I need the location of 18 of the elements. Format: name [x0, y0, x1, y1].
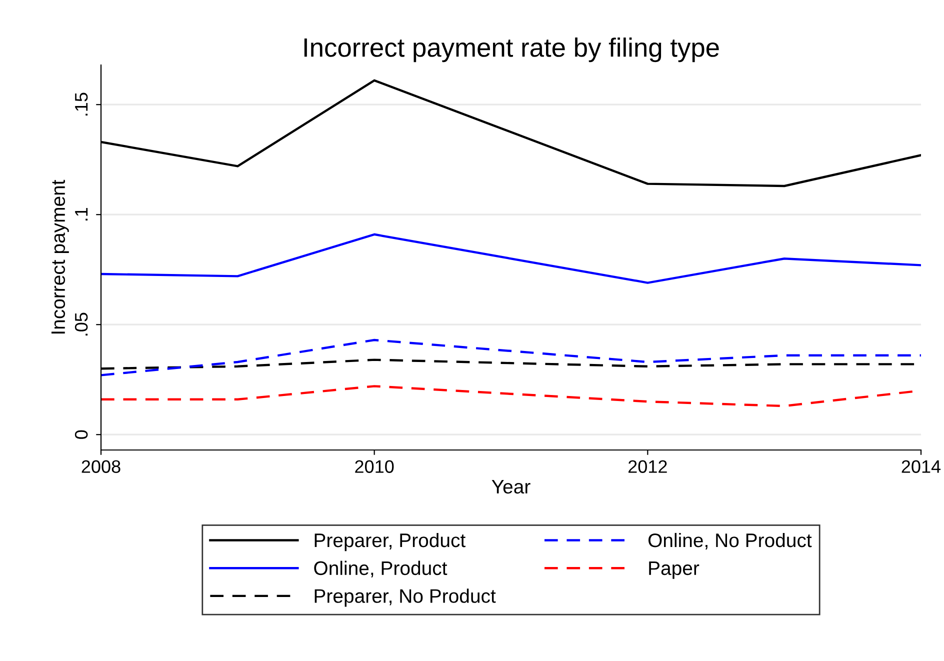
line-series [101, 233, 921, 284]
y-axis-title: Incorrect payment [51, 180, 69, 334]
legend-label: Preparer, No Product [314, 588, 496, 607]
legend-label: Preparer, Product [314, 532, 466, 552]
y-tick-label: .15 [75, 92, 88, 116]
legend-label: Online, Product [314, 560, 448, 578]
x-tick-label: 2010 [355, 460, 394, 473]
y-tick-label: .1 [75, 208, 88, 220]
line-series [101, 338, 921, 376]
y-tick-label: 0 [74, 430, 88, 439]
x-tick-label: 2008 [82, 460, 120, 473]
legend-label: Online, No Product [648, 532, 812, 550]
x-tick-label: 2012 [628, 460, 667, 473]
x-tick-label: 2014 [902, 460, 941, 473]
x-axis-title: Year [492, 480, 530, 494]
y-tick-label: .05 [74, 312, 88, 336]
legend-label: Paper [649, 562, 700, 579]
chart-title: Incorrect payment rate by filing type [304, 38, 719, 62]
